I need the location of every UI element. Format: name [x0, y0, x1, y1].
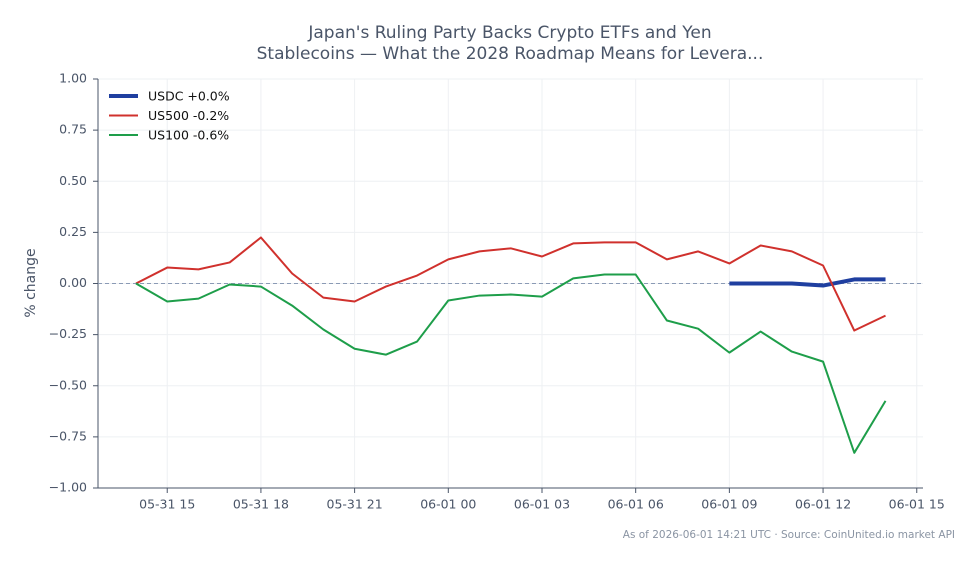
x-tick-label: 06-01 12	[795, 497, 851, 512]
legend-label: US100 -0.6%	[148, 128, 229, 143]
y-tick-label: −0.75	[49, 428, 87, 443]
series-line	[729, 277, 886, 288]
y-tick-label: −0.25	[49, 326, 87, 341]
series-line	[135, 273, 887, 454]
y-tick-label: −0.50	[49, 377, 87, 392]
series-line	[135, 236, 886, 332]
y-axis-label: % change	[23, 248, 39, 317]
y-tick-label: 0.25	[59, 224, 87, 239]
footnote: As of 2026-06-01 14:21 UTC · Source: Coi…	[623, 529, 955, 541]
y-tick-label: 0.75	[59, 122, 87, 137]
x-tick-label: 06-01 15	[889, 497, 945, 512]
y-tick-label: 1.00	[59, 71, 87, 86]
x-tick-label: 06-01 06	[608, 497, 664, 512]
x-tick-label: 05-31 18	[233, 497, 289, 512]
y-tick-label: −1.00	[49, 480, 87, 495]
x-tick-label: 05-31 21	[327, 497, 383, 512]
y-tick-label: 0.50	[59, 173, 87, 188]
x-tick-label: 06-01 00	[420, 497, 476, 512]
chart-title: Stablecoins — What the 2028 Roadmap Mean…	[257, 44, 764, 64]
legend-label: US500 -0.2%	[148, 108, 229, 123]
x-tick-label: 06-01 09	[701, 497, 757, 512]
x-tick-label: 06-01 03	[514, 497, 570, 512]
x-tick-label: 05-31 15	[139, 497, 195, 512]
legend-label: USDC +0.0%	[148, 89, 230, 104]
chart-title: Japan's Ruling Party Backs Crypto ETFs a…	[307, 23, 711, 43]
y-tick-label: 0.00	[59, 275, 87, 290]
